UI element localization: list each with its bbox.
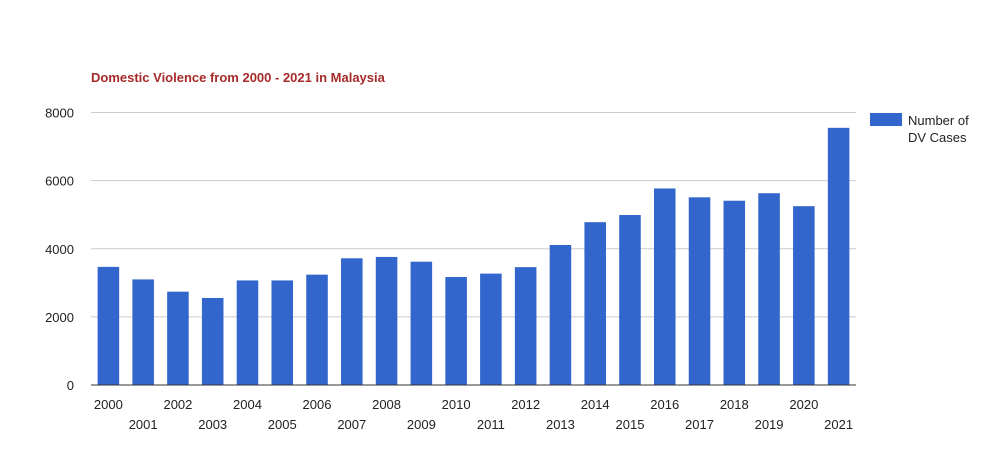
chart-title: Domestic Violence from 2000 - 2021 in Ma…: [91, 70, 385, 85]
bar-2009: [410, 261, 433, 385]
x-tick-label: 2009: [407, 417, 436, 432]
x-tick-label: 2012: [511, 397, 540, 412]
x-tick-label: 2014: [581, 397, 610, 412]
bar-2000: [97, 266, 120, 385]
bar-2001: [132, 279, 154, 385]
bar-2012: [514, 267, 537, 385]
x-tick-label: 2005: [268, 417, 297, 432]
legend-label: Number of DV Cases: [908, 113, 969, 145]
x-tick-label: 2019: [755, 417, 784, 432]
bar-2018: [723, 200, 746, 385]
bar-2016: [653, 188, 676, 385]
x-tick-label: 2006: [303, 397, 332, 412]
x-tick-label: 2011: [477, 417, 505, 432]
x-tick-label: 2010: [442, 397, 471, 412]
bar-2002: [167, 291, 189, 385]
x-tick-label: 2003: [198, 417, 227, 432]
x-tick-label: 2016: [650, 397, 679, 412]
bar-2003: [201, 297, 224, 385]
x-tick-label: 2000: [94, 397, 123, 412]
x-tick-label: 2004: [233, 397, 262, 412]
bar-2021: [827, 127, 850, 385]
bar-2008: [375, 256, 398, 385]
bar-2013: [549, 245, 572, 385]
x-tick-label: 2020: [789, 397, 818, 412]
x-tick-label: 2013: [546, 417, 575, 432]
x-tick-label: 2018: [720, 397, 749, 412]
y-tick-label: 8000: [45, 106, 74, 121]
bar-2014: [584, 222, 606, 385]
legend-swatch: [870, 113, 902, 126]
x-tick-label: 2008: [372, 397, 401, 412]
y-tick-label: 2000: [45, 310, 74, 325]
x-tick-label: 2007: [337, 417, 366, 432]
bar-2010: [445, 277, 467, 385]
bar-2005: [271, 280, 294, 385]
x-tick-label: 2002: [163, 397, 192, 412]
x-tick-label: 2021: [824, 417, 853, 432]
y-tick-label: 0: [67, 378, 74, 393]
x-tick-label: 2001: [129, 417, 158, 432]
y-tick-label: 4000: [45, 242, 74, 257]
bar-2007: [341, 258, 363, 385]
x-tick-label: 2017: [685, 417, 714, 432]
bar-2020: [793, 206, 815, 385]
bar-2015: [619, 215, 641, 385]
bar-2011: [480, 273, 502, 385]
legend: Number of DV Cases: [870, 112, 988, 146]
x-tick-label: 2015: [616, 417, 645, 432]
bar-2004: [236, 280, 259, 385]
y-tick-label: 6000: [45, 174, 74, 189]
bar-2019: [758, 193, 780, 385]
bar-2017: [688, 197, 711, 385]
bar-2006: [306, 274, 328, 385]
